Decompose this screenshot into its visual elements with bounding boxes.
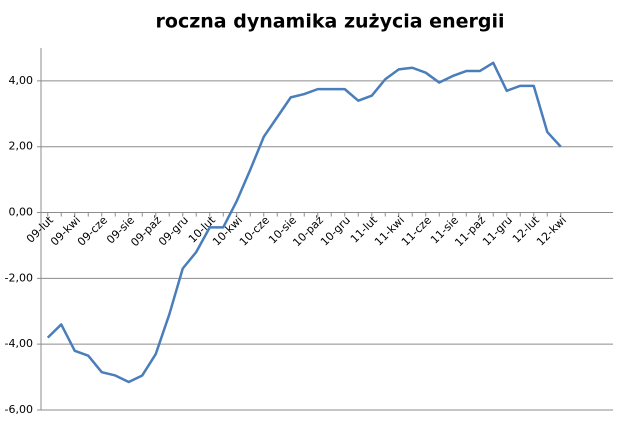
x-tick-label: 10-gru	[318, 214, 353, 249]
x-tick-label: 09-paź	[128, 213, 164, 249]
y-tick-label: -2,00	[5, 271, 33, 284]
y-tick-label: -4,00	[5, 337, 33, 350]
x-tick-label: 10-paź	[290, 213, 326, 249]
x-tick-label: 09-cze	[75, 213, 110, 248]
x-tick-label: 09-gru	[156, 214, 191, 249]
chart-title: roczna dynamika zużycia energii	[156, 11, 505, 33]
y-tick-label: 2,00	[9, 140, 34, 153]
y-tick-label: 4,00	[9, 74, 34, 87]
y-tick-label: -6,00	[5, 403, 33, 416]
x-tick-label: 11-paź	[452, 213, 488, 249]
x-tick-label: 11-cze	[399, 213, 434, 248]
x-tick-label: 12-kwi	[534, 214, 569, 249]
data-line	[46, 61, 562, 384]
y-tick-label: 0,00	[9, 206, 34, 219]
x-tick-label: 10-cze	[237, 213, 272, 248]
x-tick-label: 11-gru	[480, 214, 515, 249]
